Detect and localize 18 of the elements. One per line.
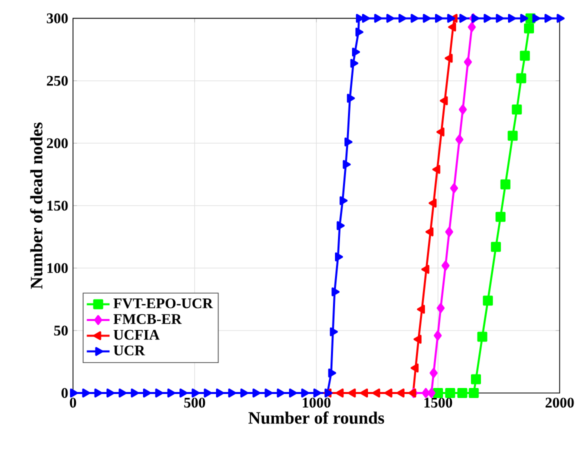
- x-axis-title: Number of rounds: [248, 411, 384, 424]
- legend-label: UCR: [114, 346, 146, 356]
- y-tick-label: 150: [47, 200, 68, 211]
- x-tick-label: 500: [184, 398, 206, 408]
- x-tick-label: 0: [70, 398, 76, 408]
- y-tick-label: 300: [46, 13, 68, 24]
- y-tick-label: 200: [46, 138, 68, 148]
- y-axis-title: Number of dead nodes: [30, 122, 42, 289]
- legend-label: FVT-EPO-UCR: [113, 298, 214, 308]
- x-tick-label: 1500: [424, 398, 452, 408]
- legend-label: FMCB-ER: [113, 314, 182, 324]
- x-tick-label: 2000: [546, 398, 574, 408]
- y-tick-label: 100: [47, 263, 68, 274]
- y-tick-label: 250: [46, 76, 68, 86]
- y-tick-label: 50: [54, 326, 68, 336]
- x-tick-label: 1000: [302, 398, 330, 408]
- legend-label: UCFIA: [114, 330, 160, 340]
- y-tick-label: 0: [62, 388, 68, 398]
